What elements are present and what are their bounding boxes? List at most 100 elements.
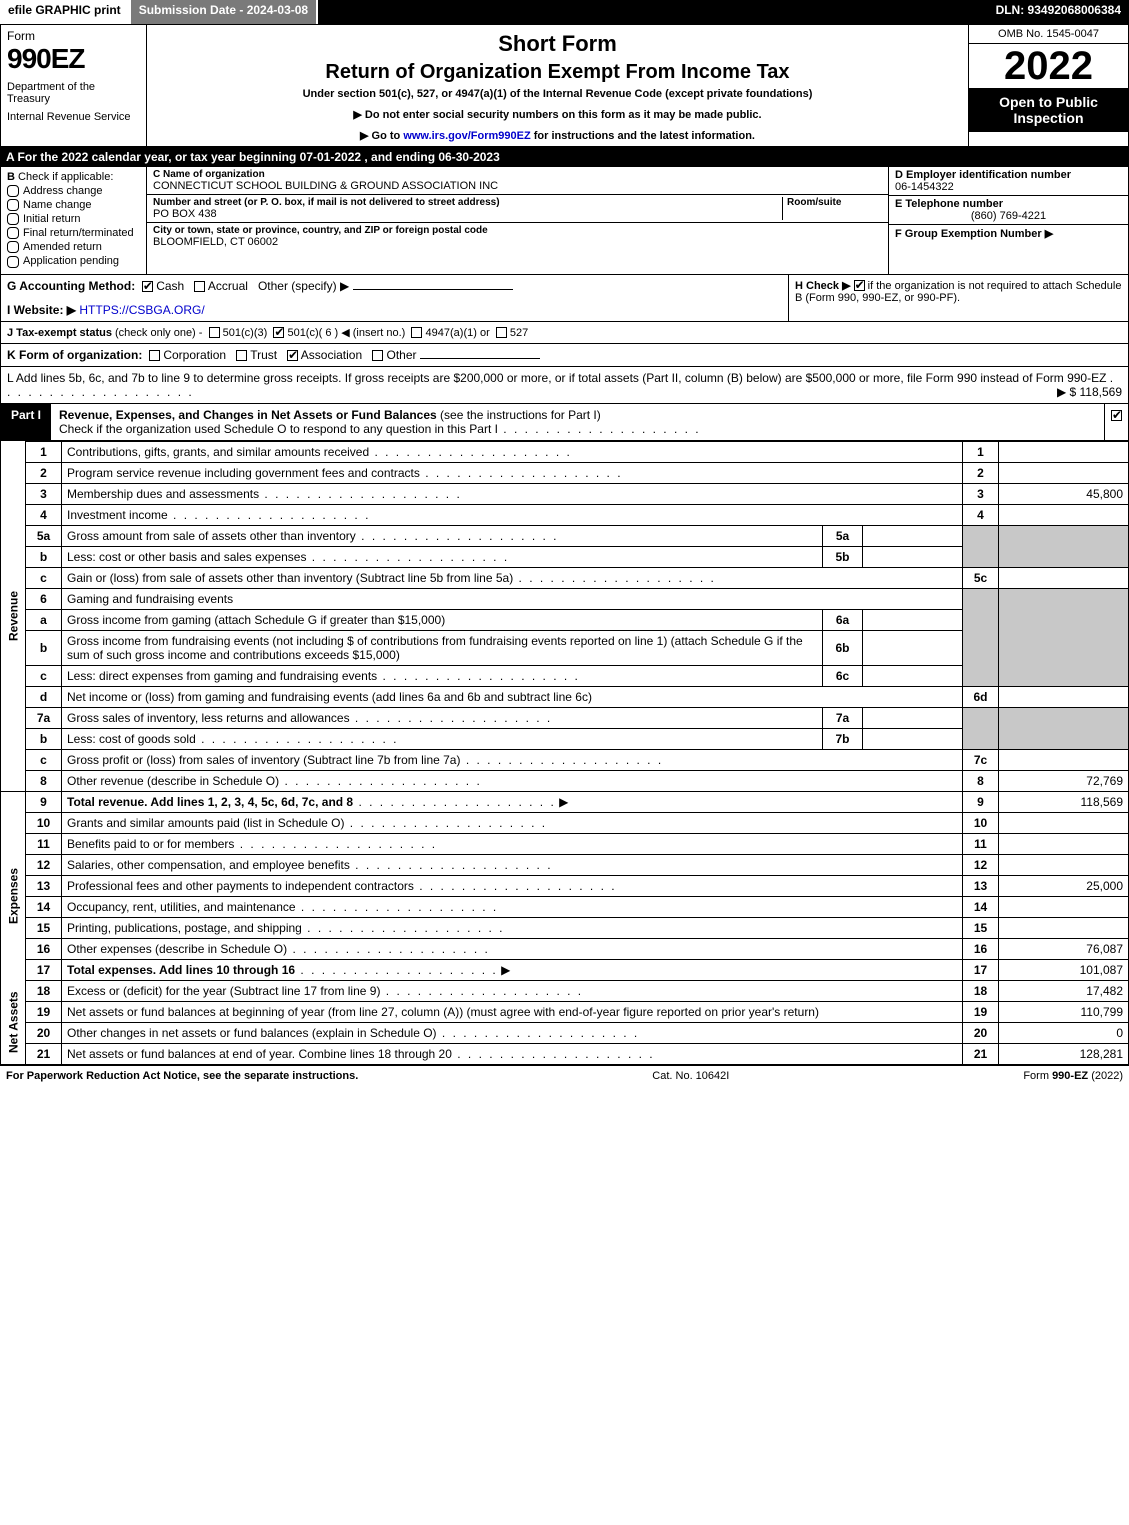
desc-6b: Gross income from fundraising events (no…: [62, 630, 823, 665]
row-h: H Check ▶ if the organization is not req…: [788, 275, 1128, 321]
desc-9: Total revenue. Add lines 1, 2, 3, 4, 5c,…: [62, 791, 963, 812]
desc-16: Other expenses (describe in Schedule O): [62, 938, 963, 959]
open-public-inspection: Open to Public Inspection: [969, 88, 1128, 132]
val-12: [999, 854, 1129, 875]
desc-19: Net assets or fund balances at beginning…: [62, 1001, 963, 1022]
dln: DLN: 93492068006384: [988, 0, 1129, 24]
row-g: G Accounting Method: Cash Accrual Other …: [1, 275, 788, 321]
ck-name-change[interactable]: Name change: [7, 199, 140, 211]
val-15: [999, 917, 1129, 938]
part-i-checkbox[interactable]: [1104, 404, 1128, 440]
val-5c: [999, 567, 1129, 588]
desc-5b: Less: cost or other basis and sales expe…: [62, 546, 823, 567]
footer-left: For Paperwork Reduction Act Notice, see …: [6, 1070, 358, 1082]
ck-4947[interactable]: [411, 327, 422, 338]
desc-20: Other changes in net assets or fund bala…: [62, 1022, 963, 1043]
title-return: Return of Organization Exempt From Incom…: [153, 61, 962, 84]
dept-treasury: Department of the Treasury: [7, 81, 140, 105]
desc-5a: Gross amount from sale of assets other t…: [62, 525, 823, 546]
ln-1: 1: [26, 441, 62, 462]
val-4: [999, 504, 1129, 525]
ck-app-pending[interactable]: Application pending: [7, 255, 140, 267]
val-10: [999, 812, 1129, 833]
val-17: 101,087: [999, 959, 1129, 980]
ck-other-org[interactable]: [372, 350, 383, 361]
arrow-ssn: ▶ Do not enter social security numbers o…: [153, 108, 962, 121]
form-word: Form: [7, 29, 140, 43]
website-link[interactable]: HTTPS://CSBGA.ORG/: [79, 303, 204, 317]
desc-6c: Less: direct expenses from gaming and fu…: [62, 665, 823, 686]
street-value: PO BOX 438: [153, 208, 782, 220]
k-label: K Form of organization:: [7, 348, 142, 362]
desc-8: Other revenue (describe in Schedule O): [62, 770, 963, 791]
desc-5c: Gain or (loss) from sale of assets other…: [62, 567, 963, 588]
form-header: Form 990EZ Department of the Treasury In…: [0, 24, 1129, 147]
org-name: CONNECTICUT SCHOOL BUILDING & GROUND ASS…: [153, 180, 882, 192]
col-b-checkboxes: B Check if applicable: Address change Na…: [1, 167, 147, 274]
g-label: G Accounting Method:: [7, 279, 135, 293]
arrow-goto: ▶ Go to www.irs.gov/Form990EZ for instru…: [153, 129, 962, 142]
ck-assoc[interactable]: [287, 350, 298, 361]
footer-right: Form 990-EZ (2022): [1023, 1070, 1123, 1082]
ck-schedule-b[interactable]: [854, 280, 865, 291]
ck-accrual[interactable]: [194, 281, 205, 292]
val-2: [999, 462, 1129, 483]
tel-label: E Telephone number: [895, 198, 1003, 210]
row-j: J Tax-exempt status (check only one) - 5…: [0, 322, 1129, 344]
ck-501c3[interactable]: [209, 327, 220, 338]
group-exemption-label: F Group Exemption Number ▶: [895, 228, 1053, 240]
room-label: Room/suite: [787, 197, 882, 208]
header-left: Form 990EZ Department of the Treasury In…: [1, 25, 147, 146]
row-l: L Add lines 5b, 6c, and 7b to line 9 to …: [0, 367, 1129, 404]
subtitle: Under section 501(c), 527, or 4947(a)(1)…: [153, 88, 962, 100]
ck-final-return[interactable]: Final return/terminated: [7, 227, 140, 239]
header-mid: Short Form Return of Organization Exempt…: [147, 25, 968, 146]
val-3: 45,800: [999, 483, 1129, 504]
ein-cell: D Employer identification number 06-1454…: [889, 167, 1128, 196]
desc-18: Excess or (deficit) for the year (Subtra…: [62, 980, 963, 1001]
street-label: Number and street (or P. O. box, if mail…: [153, 197, 782, 208]
cell-org-name: C Name of organization CONNECTICUT SCHOO…: [147, 167, 888, 195]
val-16: 76,087: [999, 938, 1129, 959]
row-k: K Form of organization: Corporation Trus…: [0, 344, 1129, 367]
ck-527[interactable]: [496, 327, 507, 338]
desc-6: Gaming and fundraising events: [62, 588, 963, 609]
val-19: 110,799: [999, 1001, 1129, 1022]
side-expenses: Expenses: [1, 812, 26, 980]
ein-value: 06-1454322: [895, 181, 954, 193]
tel-value: (860) 769-4221: [895, 210, 1122, 222]
c-name-label: C Name of organization: [153, 169, 882, 180]
val-1: [999, 441, 1129, 462]
l-text: L Add lines 5b, 6c, and 7b to line 9 to …: [7, 371, 1106, 385]
part-i-tag: Part I: [1, 404, 51, 440]
h-label: H Check ▶: [795, 280, 851, 292]
desc-17: Total expenses. Add lines 10 through 16 …: [62, 959, 963, 980]
col-c-org-info: C Name of organization CONNECTICUT SCHOO…: [147, 167, 888, 274]
desc-15: Printing, publications, postage, and shi…: [62, 917, 963, 938]
irs-label: Internal Revenue Service: [7, 111, 140, 123]
header-right: OMB No. 1545-0047 2022 Open to Public In…: [968, 25, 1128, 146]
irs-link[interactable]: www.irs.gov/Form990EZ: [403, 130, 530, 142]
val-20: 0: [999, 1022, 1129, 1043]
page-footer: For Paperwork Reduction Act Notice, see …: [0, 1065, 1129, 1086]
val-14: [999, 896, 1129, 917]
top-bar: efile GRAPHIC print Submission Date - 20…: [0, 0, 1129, 24]
ck-corp[interactable]: [149, 350, 160, 361]
efile-print[interactable]: efile GRAPHIC print: [0, 0, 131, 24]
ck-cash[interactable]: [142, 281, 153, 292]
ck-amended[interactable]: Amended return: [7, 241, 140, 253]
ck-address-change[interactable]: Address change: [7, 185, 140, 197]
ein-label: D Employer identification number: [895, 169, 1071, 181]
i-label: I Website: ▶: [7, 303, 76, 317]
ck-501c[interactable]: [273, 327, 284, 338]
desc-7a: Gross sales of inventory, less returns a…: [62, 707, 823, 728]
desc-3: Membership dues and assessments: [62, 483, 963, 504]
ck-trust[interactable]: [236, 350, 247, 361]
ck-initial-return[interactable]: Initial return: [7, 213, 140, 225]
val-9: 118,569: [999, 791, 1129, 812]
cell-city: City or town, state or province, country…: [147, 223, 888, 250]
val-21: 128,281: [999, 1043, 1129, 1064]
val-13: 25,000: [999, 875, 1129, 896]
desc-13: Professional fees and other payments to …: [62, 875, 963, 896]
topbar-spacer: [318, 0, 987, 24]
